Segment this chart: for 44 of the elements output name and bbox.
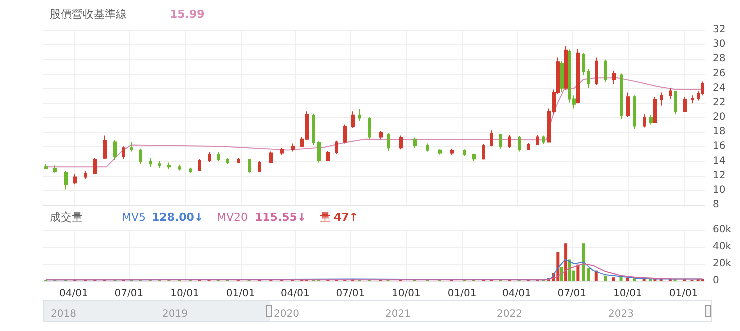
- x-tick-label: 10/01: [392, 288, 421, 300]
- x-tick-label: 04/01: [60, 288, 88, 300]
- text: 2020: [274, 309, 300, 321]
- y-tick-label: 0: [713, 276, 720, 286]
- y-tick-label: 28: [713, 54, 726, 65]
- text: 2019: [162, 309, 188, 321]
- y-tick-label: 32: [713, 24, 726, 36]
- y-tick-label: 18: [713, 126, 726, 138]
- y-tick-label: 20: [713, 112, 726, 123]
- y-tick-label: 8: [713, 200, 720, 210]
- text: 2021: [386, 309, 411, 321]
- y-tick-label: 30: [713, 39, 726, 50]
- x-tick-label: 01/01: [226, 288, 256, 300]
- y-tick-label: 26: [713, 68, 726, 80]
- text: 2018: [51, 309, 76, 321]
- text: MV5: [122, 211, 150, 224]
- text: 15.99: [170, 8, 205, 21]
- x-tick-label: 04/01: [281, 288, 310, 300]
- x-tick-label: 07/01: [558, 288, 587, 300]
- text: 2022: [497, 309, 522, 321]
- y-tick-label: 22: [713, 97, 726, 108]
- x-tick-label: 07/01: [336, 288, 366, 300]
- text: 115.55↓: [255, 211, 307, 224]
- y-tick-label: 14: [713, 156, 726, 167]
- chart-title: 股價營收基準線: [50, 8, 127, 21]
- text: 128.00↓: [152, 211, 204, 224]
- y-tick-label: 40k: [713, 242, 732, 252]
- chart-title: 成交量: [50, 211, 83, 224]
- y-tick-label: 16: [713, 141, 726, 152]
- x-tick-label: 07/01: [114, 288, 144, 300]
- y-tick-label: 20k: [713, 258, 732, 270]
- y-tick-label: 24: [713, 82, 726, 94]
- x-tick-label: 01/01: [669, 288, 698, 300]
- y-tick-label: 10: [713, 184, 726, 196]
- y-tick-label: 12: [713, 170, 726, 182]
- text: 量: [320, 211, 334, 224]
- text: 2023: [608, 309, 634, 321]
- y-tick-label: 60k: [713, 224, 732, 236]
- text: 47↑: [334, 211, 359, 224]
- text: MV20: [217, 211, 252, 224]
- x-tick-label: 01/01: [448, 288, 477, 300]
- x-tick-label: 04/01: [502, 288, 532, 300]
- x-tick-label: 10/01: [170, 288, 200, 300]
- x-tick-label: 10/01: [614, 288, 642, 300]
